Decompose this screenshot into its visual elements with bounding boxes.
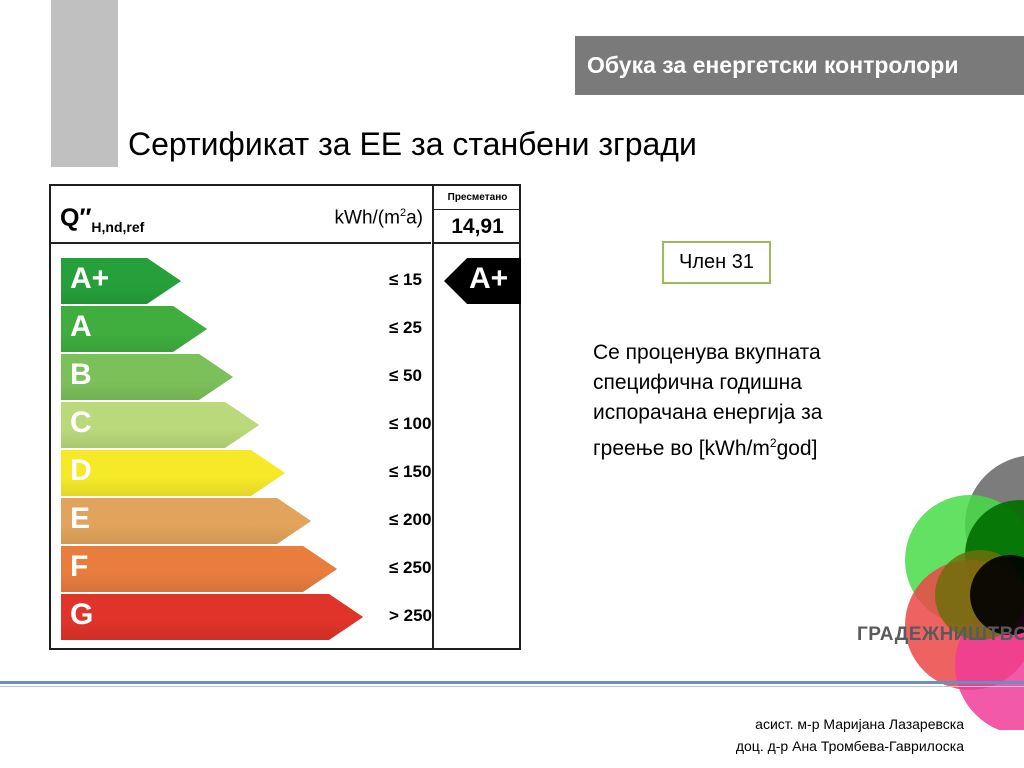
energy-class-arrow — [61, 594, 363, 640]
energy-class-threshold: ≤ 250 — [389, 558, 432, 577]
energy-class-row: F ≤ 250 — [61, 546, 431, 592]
energy-class-arrow — [61, 306, 207, 352]
energy-class-threshold: ≤ 150 — [389, 462, 432, 481]
footer-divider — [0, 681, 1024, 684]
quantity-subscript: H,nd,ref — [91, 219, 145, 235]
description-text: Се проценува вкупната специфична годишна… — [593, 341, 823, 460]
energy-class-arrow — [61, 354, 233, 400]
calculated-value: 14,91 — [434, 210, 521, 244]
energy-class-threshold: ≤ 50 — [389, 366, 422, 385]
quantity-symbol: Q″H,nd,ref — [60, 204, 145, 235]
gradezhnishtvo-logo — [895, 455, 1024, 730]
energy-class-row: A ≤ 25 — [61, 306, 431, 352]
energy-class-row: E ≤ 200 — [61, 498, 431, 544]
left-accent-bar — [51, 0, 118, 167]
logo-text: ГРАДЕЖНИШТВО — [857, 624, 1024, 645]
energy-class-arrow — [61, 450, 285, 496]
calculated-class-label: A+ — [469, 262, 509, 295]
energy-label-header: Q″H,nd,ref kWh/(m2a) — [51, 186, 431, 244]
energy-class-threshold: ≤ 15 — [389, 270, 422, 289]
authors-block: асист. м-р Маријана Лазаревска доц. д-р … — [736, 713, 964, 757]
course-title-banner: Обука за енергетски контролори — [575, 36, 1024, 95]
author-1: асист. м-р Маријана Лазаревска — [755, 716, 964, 732]
energy-class-row: B ≤ 50 — [61, 354, 431, 400]
energy-class-threshold: ≤ 200 — [389, 510, 432, 529]
footer-divider-thin — [0, 686, 1024, 687]
energy-class-letter: E — [70, 502, 91, 535]
energy-class-row: D ≤ 150 — [61, 450, 431, 496]
slide-title: Сертификат за ЕЕ за станбени згради — [128, 126, 697, 162]
energy-label-image: Q″H,nd,ref kWh/(m2a) Пресметано 14,91 A+… — [49, 184, 521, 650]
energy-class-arrow — [61, 546, 337, 592]
energy-class-row: C ≤ 100 — [61, 402, 431, 448]
energy-class-arrow — [61, 498, 311, 544]
column-divider — [432, 186, 434, 650]
article-badge: Член 31 — [662, 241, 771, 284]
energy-class-letter: B — [70, 358, 92, 391]
energy-class-letter: C — [70, 406, 92, 439]
energy-class-row: A+ ≤ 15 — [61, 258, 431, 304]
energy-class-arrow — [61, 402, 259, 448]
energy-class-letter: A+ — [70, 262, 110, 295]
energy-class-threshold: > 250 — [389, 606, 433, 625]
energy-class-threshold: ≤ 100 — [389, 414, 432, 433]
energy-class-threshold: ≤ 25 — [389, 318, 422, 337]
energy-class-letter: G — [70, 598, 94, 631]
calculated-header: Пресметано — [434, 186, 521, 210]
energy-class-letter: D — [70, 454, 92, 487]
author-2: доц. д-р Ана Тромбева-Гаврилоска — [735, 738, 964, 754]
unit-label: kWh/(m2a) — [334, 207, 423, 229]
energy-class-row: G > 250 — [61, 594, 433, 640]
energy-class-letter: F — [70, 550, 89, 583]
energy-class-letter: A — [70, 310, 92, 343]
